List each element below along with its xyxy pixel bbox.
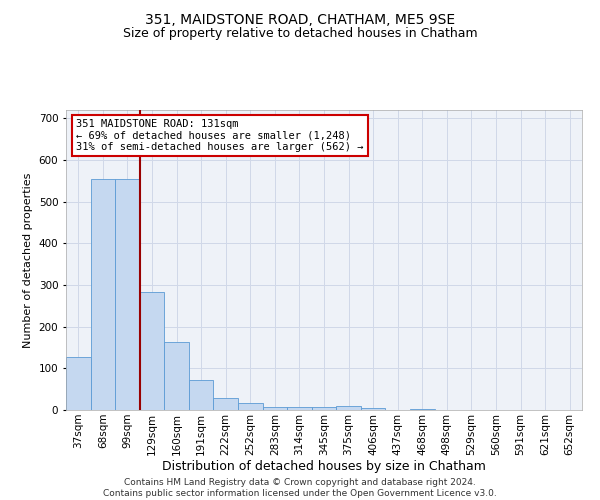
Bar [164,342,189,410]
Text: Size of property relative to detached houses in Chatham: Size of property relative to detached ho… [122,28,478,40]
Text: Contains HM Land Registry data © Crown copyright and database right 2024.
Contai: Contains HM Land Registry data © Crown c… [103,478,497,498]
Bar [115,179,140,410]
Bar [214,398,238,410]
Bar [140,292,164,410]
Bar [91,179,115,410]
Bar [189,380,214,410]
Text: 351 MAIDSTONE ROAD: 131sqm
← 69% of detached houses are smaller (1,248)
31% of s: 351 MAIDSTONE ROAD: 131sqm ← 69% of deta… [76,119,364,152]
Bar [66,356,91,410]
Bar [287,406,312,410]
Bar [361,408,385,410]
Bar [238,403,263,410]
Bar [263,406,287,410]
X-axis label: Distribution of detached houses by size in Chatham: Distribution of detached houses by size … [162,460,486,473]
Bar [312,406,336,410]
Text: 351, MAIDSTONE ROAD, CHATHAM, ME5 9SE: 351, MAIDSTONE ROAD, CHATHAM, ME5 9SE [145,12,455,26]
Bar [336,406,361,410]
Y-axis label: Number of detached properties: Number of detached properties [23,172,33,348]
Bar [410,409,434,410]
